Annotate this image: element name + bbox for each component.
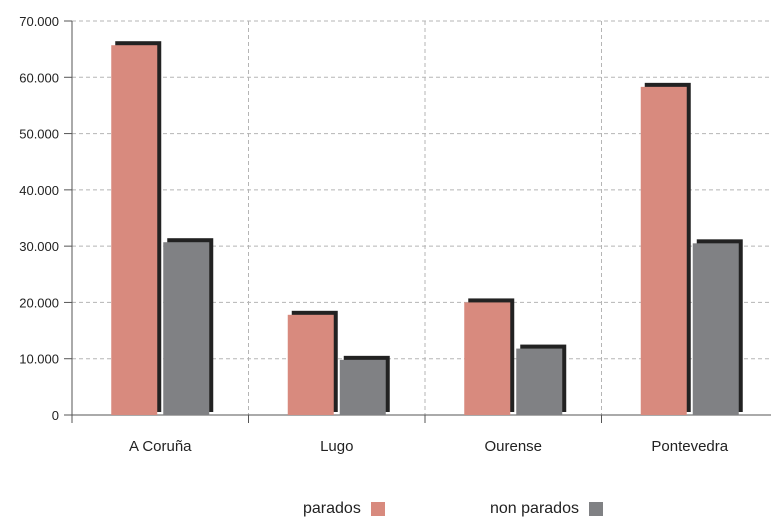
x-category-labels: A Coruña Lugo Ourense Pontevedra	[129, 438, 729, 455]
y-tick-label: 50.000	[19, 127, 59, 142]
legend-item-non-parados: non parados	[490, 500, 603, 518]
y-tick-label: 0	[52, 408, 59, 423]
legend: parados non parados	[0, 500, 771, 522]
y-tick-label: 40.000	[19, 183, 59, 198]
legend-label-parados: parados	[303, 500, 361, 517]
y-tick-label: 20.000	[19, 295, 59, 310]
x-category-label: A Coruña	[129, 438, 192, 455]
x-category-label: Ourense	[484, 438, 542, 455]
bar-parados-3	[640, 86, 687, 416]
y-tick-labels: 0 10.000 20.000 30.000 40.000 50.000 60.000 70.…	[19, 14, 59, 423]
x-category-label: Pontevedra	[651, 438, 728, 455]
legend-item-parados: parados	[303, 500, 385, 518]
legend-label-non-parados: non parados	[490, 500, 579, 517]
y-tick-label: 60.000	[19, 70, 59, 85]
bar-non-parados-1	[339, 359, 386, 415]
legend-swatch-non-parados	[588, 502, 603, 516]
y-tick-label: 30.000	[19, 239, 59, 254]
bar-non-parados-3	[692, 243, 739, 415]
x-category-label: Lugo	[320, 438, 353, 455]
bar-non-parados-0	[163, 242, 210, 415]
bar-non-parados-2	[516, 348, 563, 415]
bars	[111, 41, 743, 416]
bar-parados-0	[111, 45, 158, 416]
y-tick-label: 70.000	[19, 14, 59, 29]
bar-parados-2	[464, 302, 511, 415]
legend-swatch-parados	[370, 502, 385, 516]
bar-parados-1	[287, 314, 334, 415]
y-tick-label: 10.000	[19, 352, 59, 367]
